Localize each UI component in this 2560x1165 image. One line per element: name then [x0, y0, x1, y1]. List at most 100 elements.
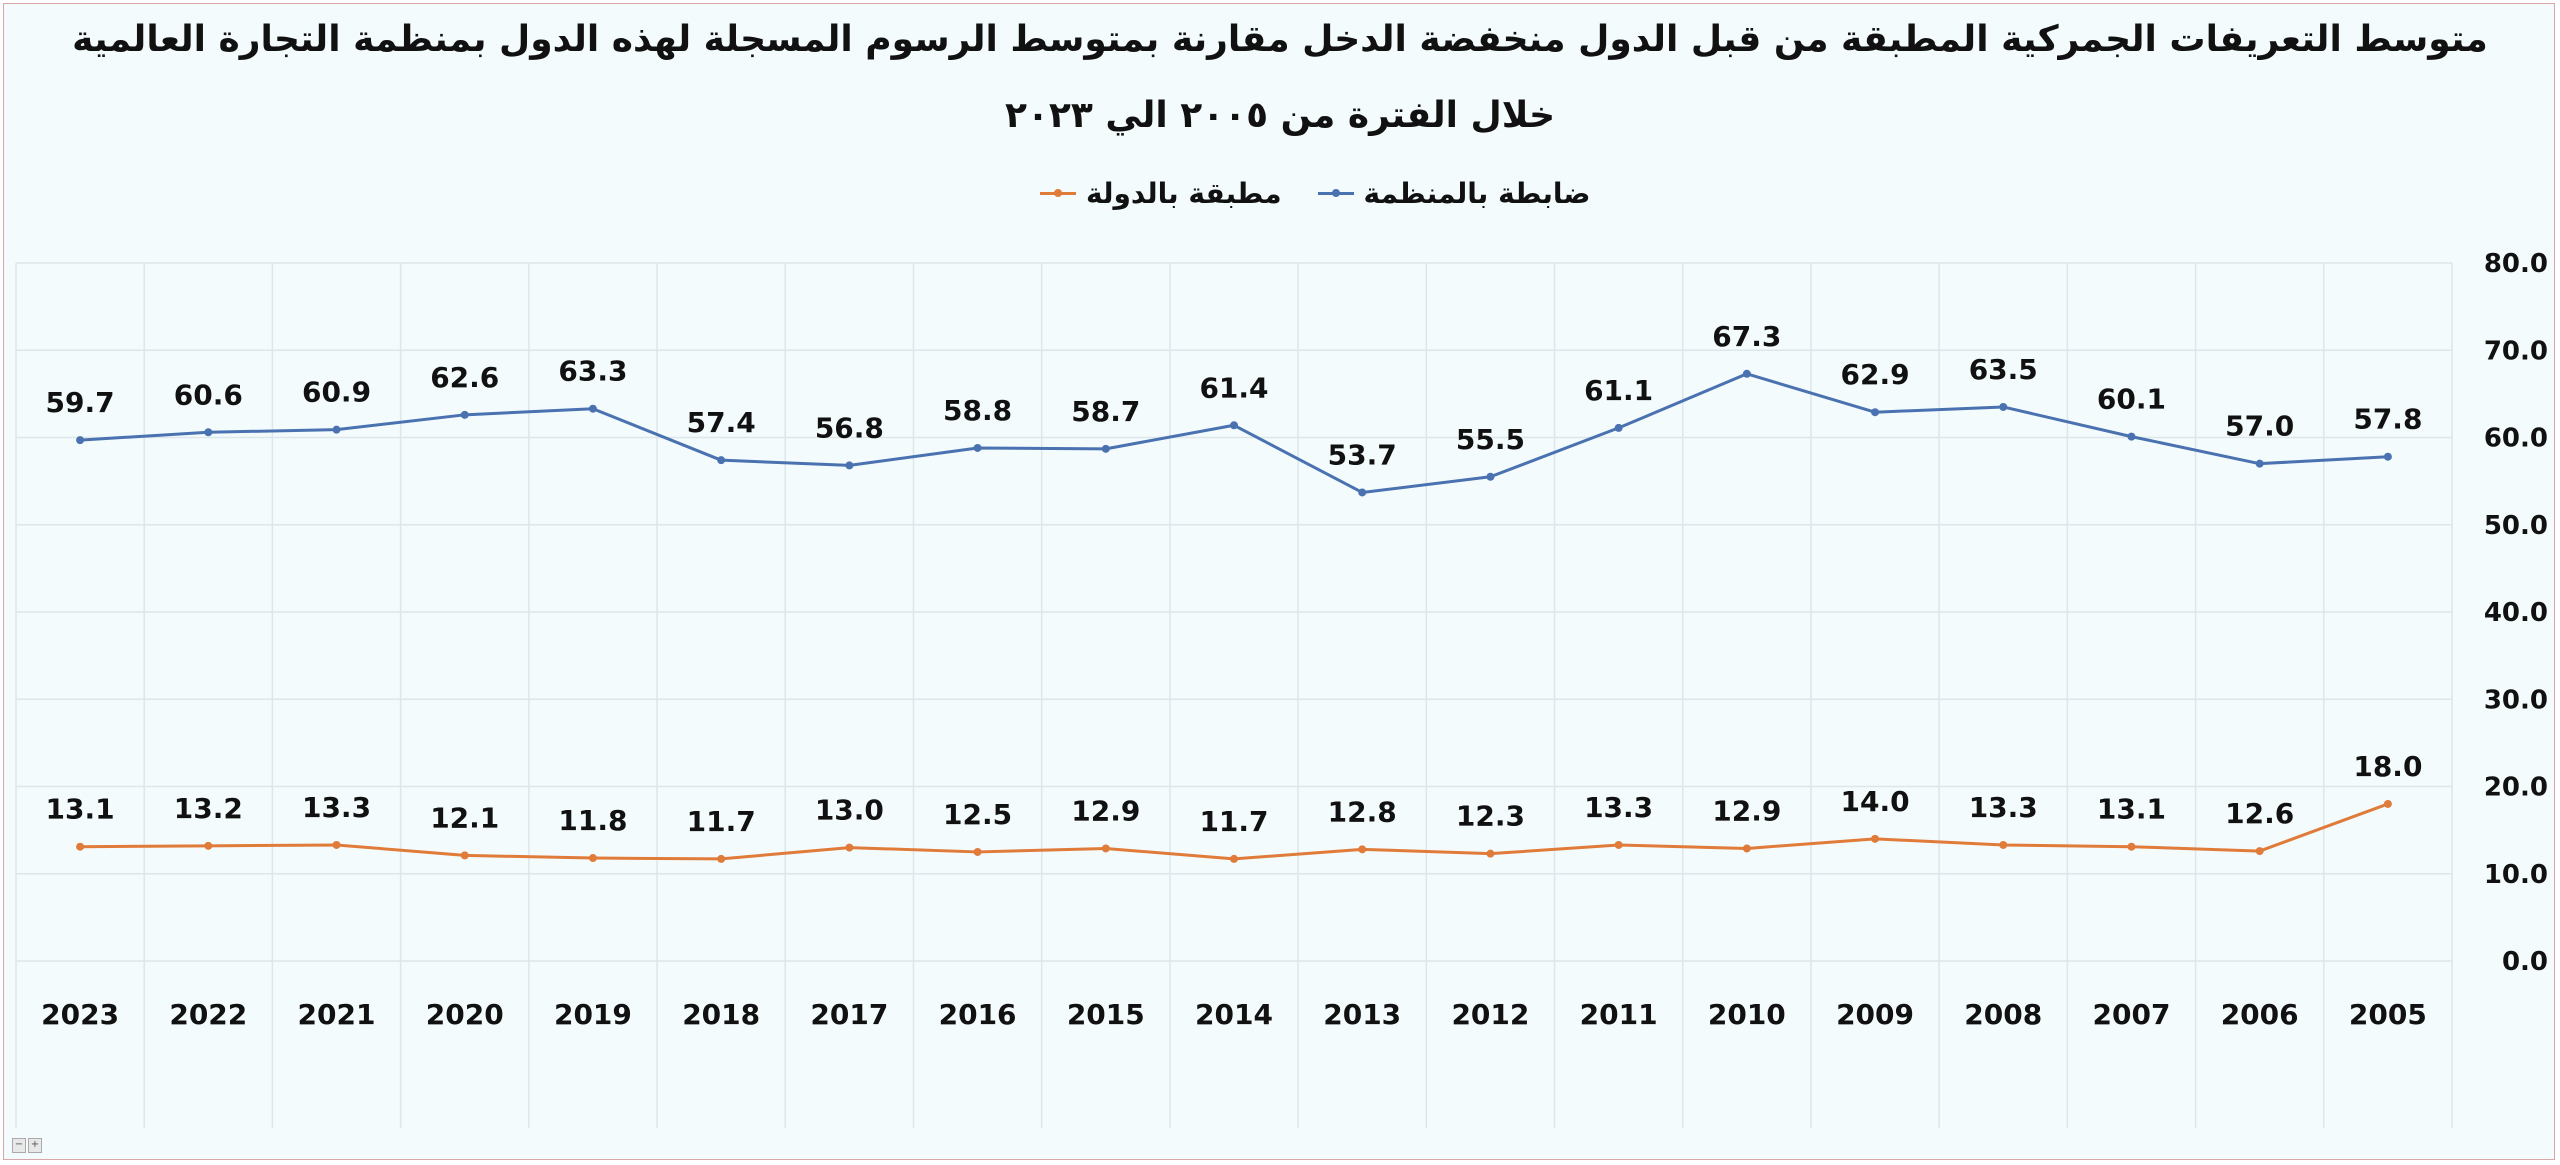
legend-label-applied: مطبقة بالدولة	[1086, 176, 1282, 210]
x-tick-label: 2010	[1708, 998, 1786, 1031]
data-label: 12.1	[430, 801, 499, 834]
data-label: 13.2	[174, 792, 243, 825]
data-label: 61.4	[1199, 371, 1268, 404]
expand-button[interactable]: +	[28, 1138, 42, 1153]
chart-subtitle: خلال الفترة من ٢٠٠٥ الي ٢٠٢٣	[1004, 95, 1556, 136]
data-label: 67.3	[1712, 320, 1781, 353]
x-tick-label: 2023	[41, 998, 119, 1031]
data-label: 62.6	[430, 361, 499, 394]
data-point	[204, 428, 213, 437]
data-label: 13.1	[46, 793, 115, 826]
data-label: 53.7	[1328, 438, 1397, 471]
x-tick-label: 2017	[810, 998, 888, 1031]
data-label: 12.8	[1328, 795, 1397, 828]
legend-swatch-bound	[1317, 183, 1354, 203]
data-point	[76, 842, 85, 851]
y-tick-label: 40.0	[2484, 598, 2548, 628]
data-point	[1230, 854, 1238, 863]
data-point	[1486, 849, 1495, 858]
data-label: 56.8	[815, 411, 884, 444]
x-tick-label: 2013	[1323, 998, 1401, 1031]
chart-title: متوسط التعريفات الجمركية المطبقة من قبل …	[72, 19, 2488, 60]
x-tick-label: 2005	[2349, 998, 2427, 1031]
data-label: 58.7	[1071, 395, 1140, 428]
legend-item-bound: ضابطة بالمنظمة	[1317, 177, 1590, 210]
x-tick-label: 2007	[2093, 998, 2171, 1031]
data-label: 60.6	[174, 378, 243, 411]
data-label: 63.3	[558, 355, 627, 388]
data-point	[1486, 472, 1495, 481]
data-point	[1999, 840, 2008, 849]
x-tick-label: 2016	[939, 998, 1017, 1031]
data-label: 12.5	[943, 798, 1012, 831]
data-label: 63.5	[1969, 353, 2038, 386]
data-label: 12.9	[1712, 794, 1781, 827]
legend-item-applied: مطبقة بالدولة	[1040, 177, 1282, 210]
data-label: 11.8	[558, 804, 627, 837]
data-label: 57.4	[687, 406, 756, 439]
y-tick-label: 10.0	[2484, 860, 2548, 890]
data-label: 13.0	[815, 794, 884, 827]
data-point	[588, 404, 597, 413]
data-point	[2127, 432, 2136, 441]
data-point	[2127, 842, 2136, 851]
data-label: 55.5	[1456, 423, 1525, 456]
data-label: 61.1	[1584, 374, 1653, 407]
data-point	[204, 841, 213, 850]
y-tick-label: 30.0	[2484, 685, 2548, 715]
data-point	[1101, 444, 1110, 453]
data-label: 13.1	[2097, 793, 2166, 826]
outline-controls[interactable]: − +	[12, 1138, 42, 1153]
data-point	[588, 854, 597, 863]
data-point	[460, 410, 469, 419]
legend: مطبقة بالدولة ضابطة بالمنظمة	[1040, 168, 1590, 218]
legend-swatch-applied	[1040, 183, 1076, 203]
x-tick-label: 2018	[682, 998, 760, 1031]
data-point	[973, 847, 982, 856]
y-tick-label: 80.0	[2484, 249, 2548, 279]
data-label: 11.7	[1199, 805, 1268, 838]
x-tick-label: 2022	[169, 998, 247, 1031]
y-tick-label: 50.0	[2484, 511, 2548, 541]
data-point	[1358, 845, 1367, 854]
data-point	[717, 854, 726, 863]
data-label: 13.3	[1584, 791, 1653, 824]
x-tick-label: 2015	[1067, 998, 1145, 1031]
data-point	[845, 843, 854, 852]
data-point	[1999, 402, 2008, 411]
data-point	[460, 851, 469, 860]
y-tick-label: 70.0	[2484, 336, 2548, 366]
collapse-button[interactable]: −	[12, 1138, 26, 1153]
x-tick-label: 2021	[298, 998, 376, 1031]
x-tick-label: 2008	[1964, 998, 2042, 1031]
y-tick-label: 0.0	[2502, 947, 2548, 977]
data-point	[717, 456, 726, 465]
data-label: 62.9	[1841, 358, 1910, 391]
chart-frame	[3, 3, 2555, 1160]
y-tick-label: 20.0	[2484, 773, 2548, 803]
data-point	[332, 425, 341, 434]
x-tick-label: 2014	[1195, 998, 1273, 1031]
data-point	[1871, 834, 1880, 843]
data-point	[1871, 408, 1880, 417]
x-tick-label: 2019	[554, 998, 632, 1031]
data-label: 12.6	[2225, 797, 2294, 830]
data-point	[1742, 844, 1751, 853]
data-label: 60.9	[302, 376, 371, 409]
data-point	[1742, 369, 1751, 378]
data-label: 13.3	[302, 791, 371, 824]
data-label: 60.1	[2097, 383, 2166, 416]
data-point	[2255, 459, 2264, 468]
data-label: 58.8	[943, 394, 1012, 427]
x-tick-label: 2006	[2221, 998, 2299, 1031]
data-point	[332, 840, 341, 849]
data-point	[2383, 799, 2392, 808]
x-tick-label: 2020	[426, 998, 504, 1031]
data-point	[973, 443, 982, 452]
x-tick-label: 2011	[1580, 998, 1658, 1031]
data-point	[2383, 452, 2392, 461]
data-label: 18.0	[2353, 750, 2422, 783]
data-label: 59.7	[46, 386, 115, 419]
x-tick-label: 2012	[1451, 998, 1529, 1031]
